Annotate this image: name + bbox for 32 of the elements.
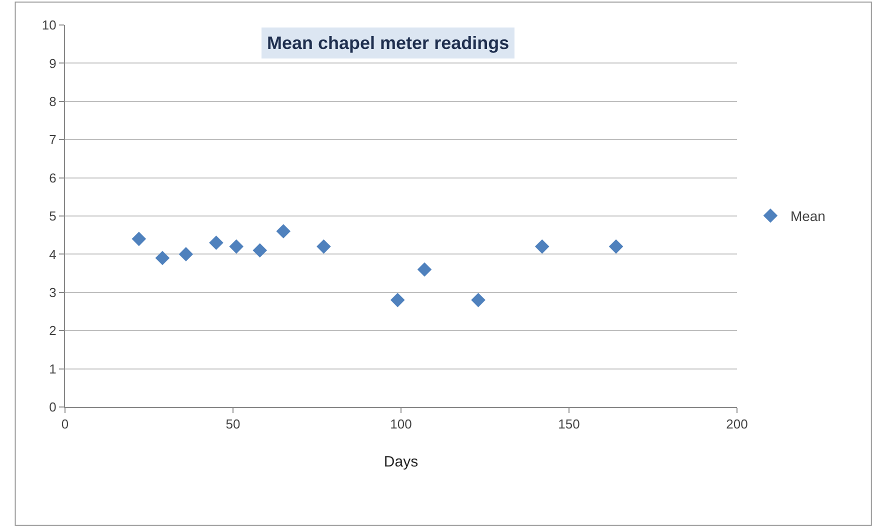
x-axis-title: Days xyxy=(384,454,418,471)
point xyxy=(608,239,624,254)
point xyxy=(390,292,405,308)
point xyxy=(209,236,224,250)
point xyxy=(534,239,550,254)
point xyxy=(252,243,268,258)
x-tick-label: 100 xyxy=(390,416,412,432)
x-tick-label: 0 xyxy=(61,416,69,432)
chart-title: Mean chapel meter readings xyxy=(267,33,510,53)
y-tick-label: 6 xyxy=(49,170,56,186)
y-tick-label: 3 xyxy=(49,284,56,300)
y-tick-label: 4 xyxy=(49,246,56,262)
point xyxy=(471,292,486,308)
point xyxy=(132,232,146,246)
y-tick-label: 2 xyxy=(49,323,56,338)
point xyxy=(316,239,331,254)
x-tick-label: 150 xyxy=(558,416,580,432)
y-tick-label: 1 xyxy=(49,361,56,376)
y-tick-label: 0 xyxy=(49,400,56,415)
y-tick-label: 8 xyxy=(49,94,56,109)
point xyxy=(417,262,432,277)
y-tick-label: 9 xyxy=(49,56,56,71)
x-tick-label: 50 xyxy=(226,416,240,432)
y-tick-label: 7 xyxy=(49,132,56,148)
x-tick-label: 200 xyxy=(726,416,748,432)
point xyxy=(229,239,244,254)
point xyxy=(155,250,170,266)
y-tick-label: 10 xyxy=(42,18,56,33)
point xyxy=(178,247,194,262)
legend-label: Mean xyxy=(790,208,826,224)
y-tick-label: 5 xyxy=(49,208,56,224)
point xyxy=(276,224,291,238)
